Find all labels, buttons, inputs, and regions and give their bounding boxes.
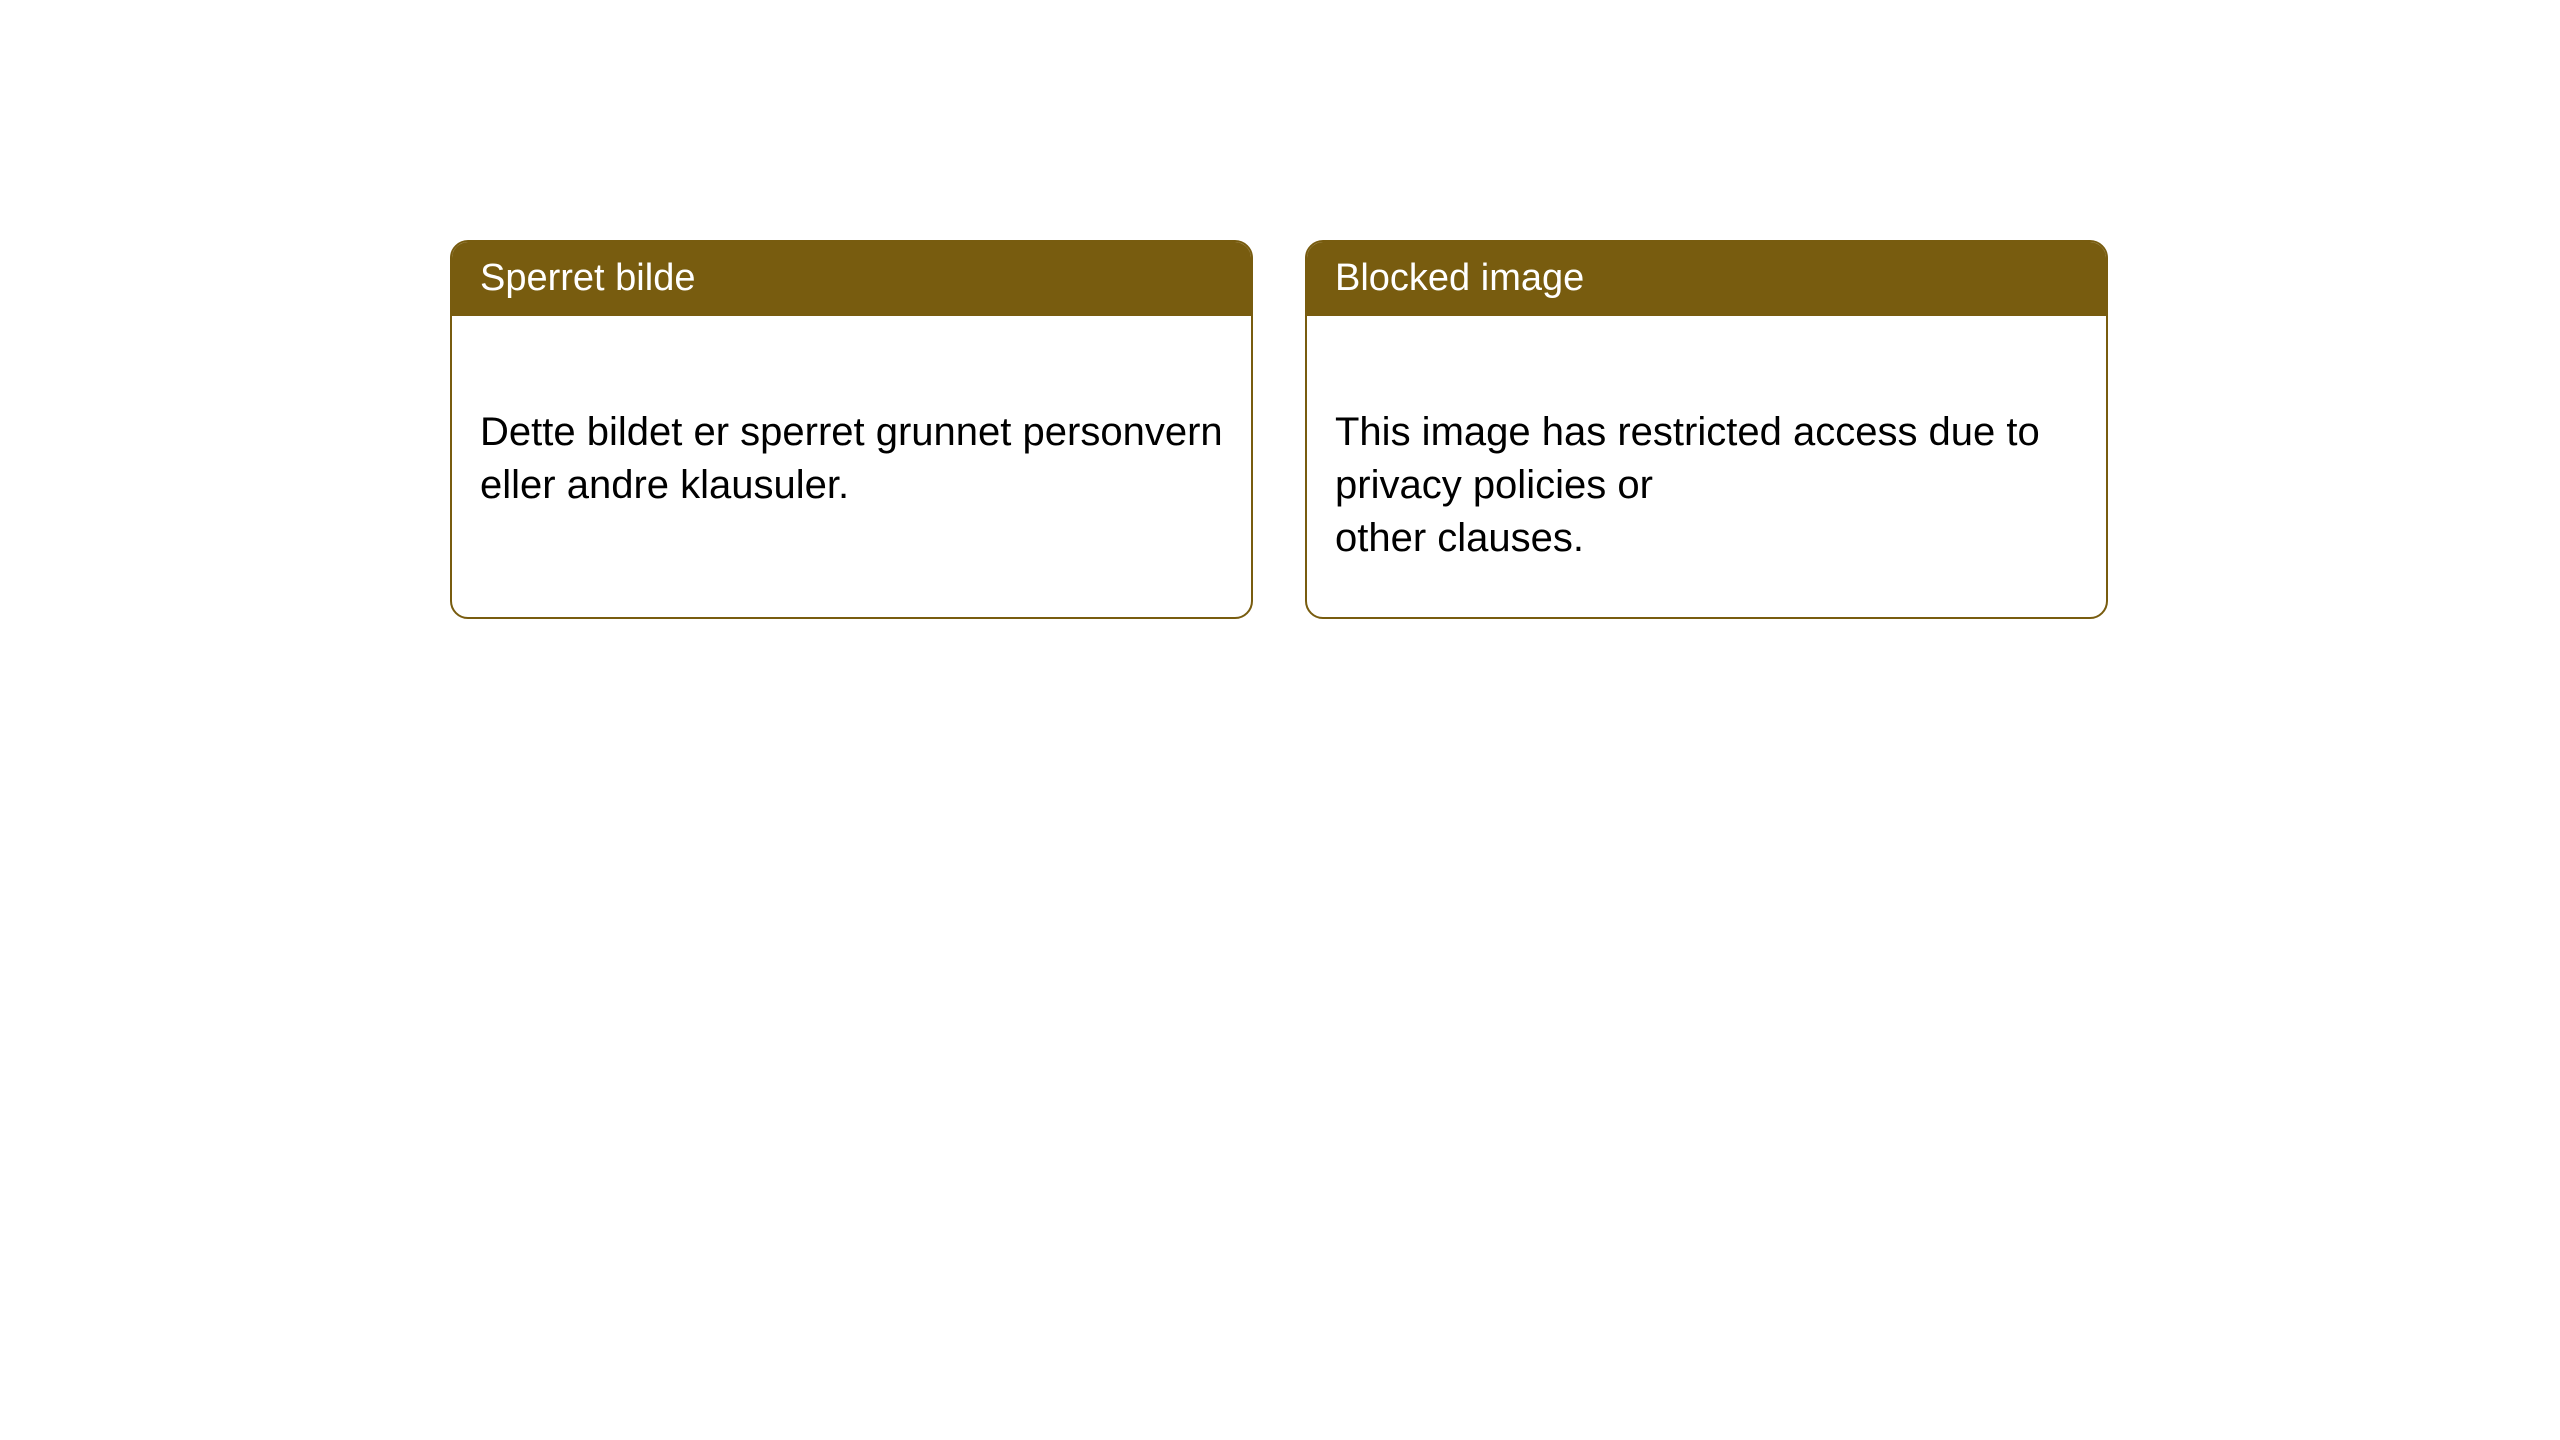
card-body-text: This image has restricted access due to … [1335,410,2040,560]
notice-card-english: Blocked image This image has restricted … [1305,240,2108,619]
notice-cards-container: Sperret bilde Dette bildet er sperret gr… [450,240,2108,619]
card-title: Sperret bilde [480,257,695,299]
card-title: Blocked image [1335,257,1584,299]
card-header: Sperret bilde [452,242,1251,316]
card-body: Dette bildet er sperret grunnet personve… [452,316,1251,586]
card-header: Blocked image [1307,242,2106,316]
card-body-text: Dette bildet er sperret grunnet personve… [480,410,1223,507]
notice-card-norwegian: Sperret bilde Dette bildet er sperret gr… [450,240,1253,619]
card-body: This image has restricted access due to … [1307,316,2106,617]
